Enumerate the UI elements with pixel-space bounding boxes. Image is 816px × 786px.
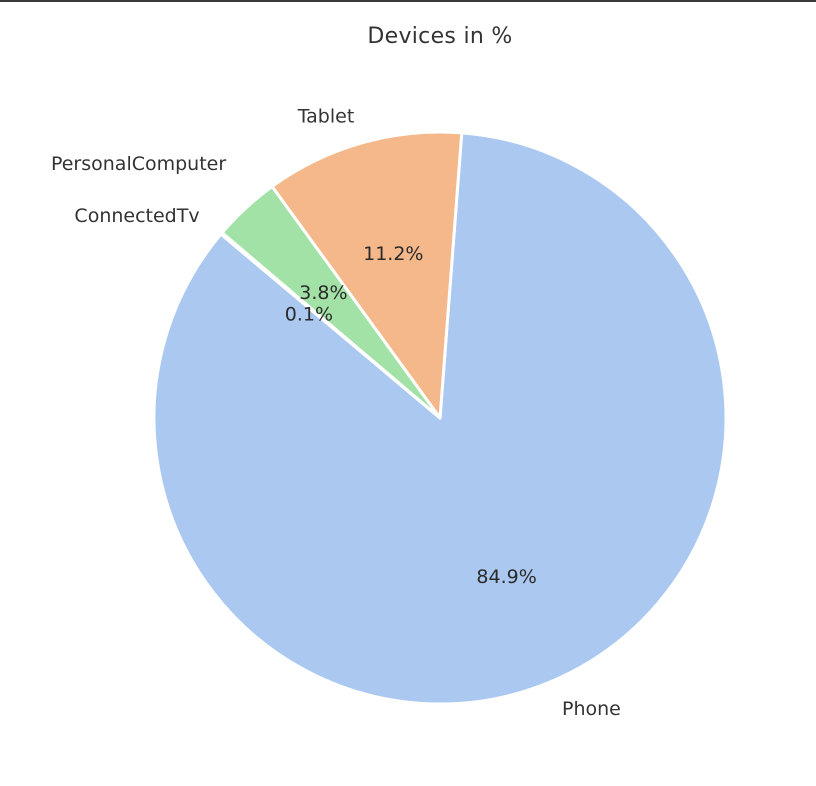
pct-label-personalcomputer: 3.8% xyxy=(299,282,347,304)
slice-label-tablet: Tablet xyxy=(297,105,355,127)
chart-title: Devices in % xyxy=(367,24,512,49)
pct-label-tablet: 11.2% xyxy=(363,243,423,265)
pct-label-phone: 84.9% xyxy=(476,566,536,588)
pie-labels: 84.9% Phone 11.2% Tablet 3.8% PersonalCompute… xyxy=(51,105,621,720)
pie-slice-tablet xyxy=(270,130,464,420)
pct-label-connectedtv: 0.1% xyxy=(285,303,333,325)
slice-label-personalcomputer: PersonalComputer xyxy=(51,153,226,175)
slice-label-connectedtv: ConnectedTv xyxy=(74,205,199,227)
slice-label-phone: Phone xyxy=(562,698,621,720)
pie-slices xyxy=(152,130,728,706)
pie-slice-connectedtv xyxy=(219,231,442,420)
